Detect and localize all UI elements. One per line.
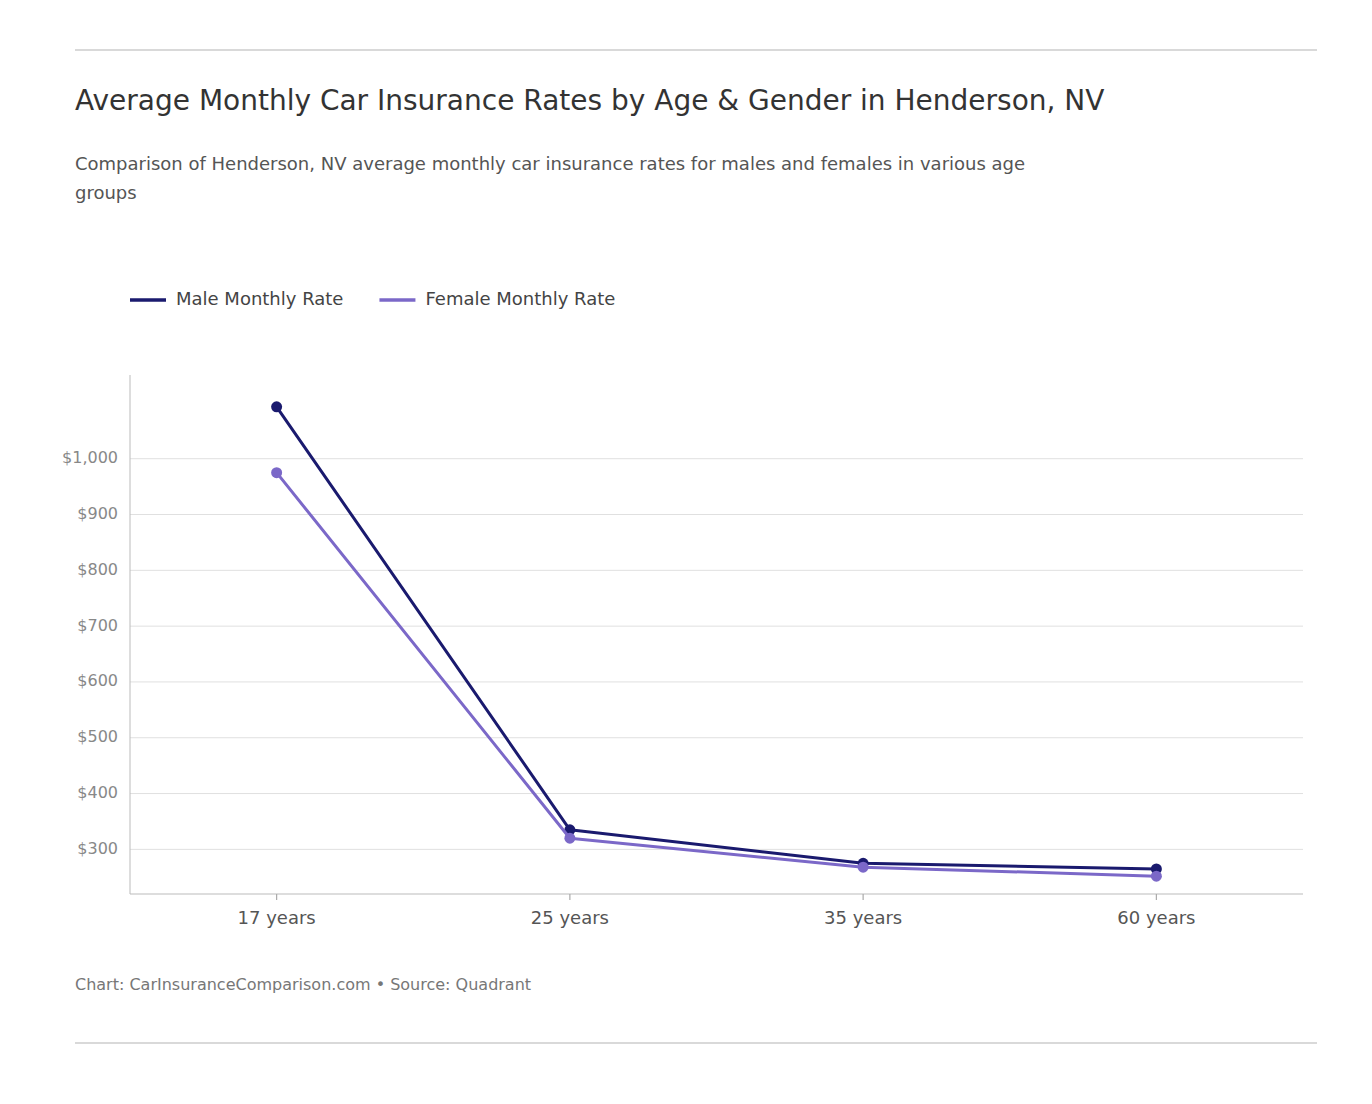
x-tick-label: 35 years xyxy=(824,907,902,928)
subtitle-line: Comparison of Henderson, NV average mont… xyxy=(75,153,1025,174)
x-tick xyxy=(863,894,864,900)
series-group xyxy=(271,401,1162,881)
legend-label: Male Monthly Rate xyxy=(176,288,343,309)
legend-label: Female Monthly Rate xyxy=(425,288,615,309)
grid-line xyxy=(130,737,1303,738)
x-tick xyxy=(1156,894,1157,900)
background xyxy=(0,0,1372,1104)
y-tick-label: $700 xyxy=(77,616,118,635)
point xyxy=(271,401,282,412)
title: Average Monthly Car Insurance Rates by A… xyxy=(75,84,1104,117)
y-tick-label: $800 xyxy=(77,560,118,579)
grid-line xyxy=(130,681,1303,682)
y-tick-label: $300 xyxy=(77,839,118,858)
y-tick-label: $400 xyxy=(77,783,118,802)
x-tick xyxy=(569,894,570,900)
chart: Average Monthly Car Insurance Rates by A… xyxy=(0,0,1372,1104)
y-tick-label: $600 xyxy=(77,671,118,690)
top-rule xyxy=(75,49,1317,51)
footnote: Chart: CarInsuranceComparison.com • Sour… xyxy=(75,975,531,994)
grid-line xyxy=(130,626,1303,627)
legend-swatch xyxy=(130,298,166,302)
grid-line xyxy=(130,849,1303,850)
x-tick-label: 25 years xyxy=(531,907,609,928)
point xyxy=(564,833,575,844)
grid-line xyxy=(130,458,1303,459)
legend: Male Monthly Rate Female Monthly Rate xyxy=(130,288,615,309)
x-tick-label: 17 years xyxy=(238,907,316,928)
subtitle-line: groups xyxy=(75,182,137,203)
bottom-rule xyxy=(75,1042,1317,1044)
x-axis: 17 years 25 years 35 years 60 years xyxy=(238,894,1196,928)
grid-line xyxy=(130,570,1303,571)
point xyxy=(858,862,869,873)
y-tick-label: $500 xyxy=(77,727,118,746)
series-line xyxy=(277,473,1157,876)
x-tick-label: 60 years xyxy=(1117,907,1195,928)
grid-line xyxy=(130,514,1303,515)
grid-line xyxy=(130,793,1303,794)
y-grid: $300 $400 $500 $600 $700 $800 $900 $1,000 xyxy=(62,448,1303,858)
y-axis-line xyxy=(130,375,131,894)
point xyxy=(271,467,282,478)
subtitle: Comparison of Henderson, NV average mont… xyxy=(75,153,1025,203)
y-tick-label: $1,000 xyxy=(62,448,118,467)
legend-swatch xyxy=(379,298,415,302)
point xyxy=(1151,871,1162,882)
y-tick-label: $900 xyxy=(77,504,118,523)
x-tick xyxy=(276,894,277,900)
x-axis-line xyxy=(130,894,1303,895)
